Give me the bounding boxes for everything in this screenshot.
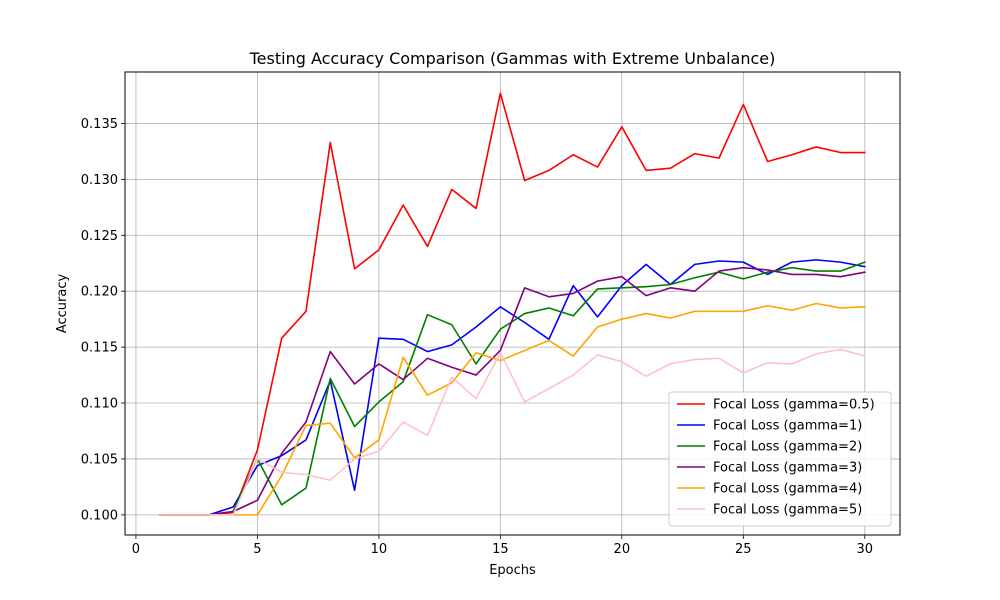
legend-box — [668, 391, 892, 527]
series-line-5 — [159, 302, 866, 516]
x-tick-label: 10 — [371, 542, 388, 557]
legend-label: Focal Loss (gamma=3) — [713, 461, 862, 476]
series-line-6 — [159, 348, 866, 516]
x-axis-title: Epochs — [489, 563, 536, 578]
axis-ticks: 0 5 10 15 20 25 30 0.100 0.105 0.110 0.115 0.120 0.1… — [81, 117, 873, 557]
y-axis-title: Accuracy — [55, 274, 70, 334]
series-line-2 — [159, 259, 866, 516]
series-line-4 — [159, 266, 866, 516]
y-tick-label: 0.115 — [81, 341, 118, 356]
x-tick-label: 25 — [735, 542, 752, 557]
legend-label: Focal Loss (gamma=1) — [713, 419, 862, 434]
legend-label: Focal Loss (gamma=5) — [713, 503, 862, 518]
x-tick-label: 15 — [492, 542, 509, 557]
y-tick-label: 0.120 — [81, 285, 118, 300]
chart-title: Testing Accuracy Comparison (Gammas with… — [249, 49, 776, 68]
y-tick-label: 0.135 — [81, 117, 118, 132]
y-tick-label: 0.105 — [81, 452, 118, 467]
legend-label: Focal Loss (gamma=4) — [713, 482, 862, 497]
y-tick-label: 0.110 — [81, 397, 118, 412]
x-tick-label: 30 — [856, 542, 873, 557]
x-tick-label: 0 — [132, 542, 140, 557]
series-line-3 — [159, 261, 866, 516]
y-tick-label: 0.100 — [81, 508, 118, 523]
legend-label: Focal Loss (gamma=2) — [713, 440, 862, 455]
x-tick-label: 20 — [614, 542, 631, 557]
plot-frame — [124, 71, 901, 536]
x-tick-label: 5 — [253, 542, 261, 557]
series-line-1 — [159, 92, 866, 516]
legend-label: Focal Loss (gamma=0.5) — [713, 398, 875, 413]
plot-series — [159, 92, 866, 516]
y-tick-label: 0.125 — [81, 229, 118, 244]
legend: Focal Loss (gamma=0.5) Focal Loss (gamma=… — [668, 391, 892, 527]
y-tick-label: 0.130 — [81, 173, 118, 188]
